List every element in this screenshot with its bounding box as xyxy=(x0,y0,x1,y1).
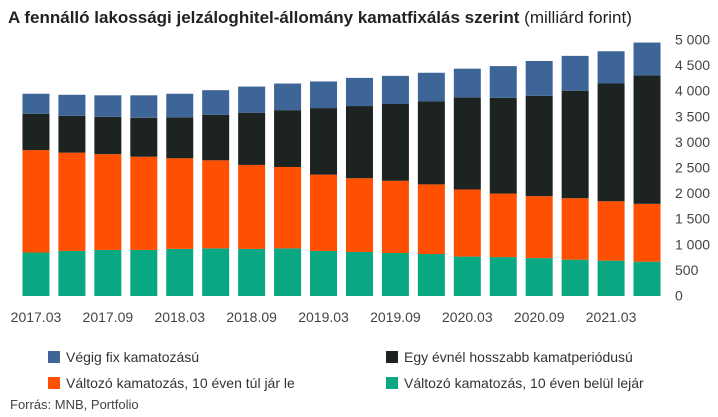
chart-title: A fennálló lakossági jelzáloghitel-állom… xyxy=(8,8,632,28)
x-tick-label: 2020.03 xyxy=(442,309,493,325)
bar-segment-s3-10 xyxy=(381,75,409,104)
bar-segment-s2-15 xyxy=(561,90,589,199)
bar-segment-s0-7 xyxy=(274,248,302,296)
y-tick-label: 4 500 xyxy=(675,57,710,73)
bar-segment-s0-1 xyxy=(58,250,86,296)
bar-segment-s2-10 xyxy=(381,104,409,181)
bar-segment-s2-3 xyxy=(130,117,158,157)
y-tick-label: 0 xyxy=(675,288,683,304)
bar-segment-s3-14 xyxy=(525,60,553,96)
bar-segment-s0-16 xyxy=(597,260,625,296)
x-tick-label: 2017.09 xyxy=(83,309,134,325)
bar-segment-s2-1 xyxy=(58,115,86,153)
bar-segment-s2-0 xyxy=(22,113,50,151)
x-tick-label: 2021.03 xyxy=(586,309,637,325)
bar-segment-s3-15 xyxy=(561,55,589,91)
bar-segment-s0-0 xyxy=(22,252,50,296)
x-tick-label: 2019.03 xyxy=(298,309,349,325)
bar-segment-s0-10 xyxy=(381,252,409,296)
bar-segment-s2-17 xyxy=(633,75,661,204)
bar-segment-s1-17 xyxy=(633,203,661,262)
bar-segment-s1-5 xyxy=(202,160,230,249)
bar-segment-s2-13 xyxy=(489,97,517,194)
bar-segment-s1-4 xyxy=(166,158,194,249)
y-tick-label: 1 000 xyxy=(675,236,710,252)
bar-segment-s3-11 xyxy=(417,72,445,102)
bar-segment-s0-6 xyxy=(238,248,266,296)
bar-segment-s2-2 xyxy=(94,116,122,155)
bar-segment-s0-3 xyxy=(130,249,158,296)
x-tick-label: 2020.09 xyxy=(514,309,565,325)
bar-segment-s3-9 xyxy=(345,77,373,107)
x-tick-label: 2018.03 xyxy=(154,309,205,325)
bar-segment-s3-17 xyxy=(633,42,661,76)
y-tick-label: 1 500 xyxy=(675,211,710,227)
bar-segment-s0-5 xyxy=(202,248,230,296)
source-note: Forrás: MNB, Portfolio xyxy=(10,397,139,412)
bar-segment-s1-6 xyxy=(238,164,266,249)
bar-segment-s3-0 xyxy=(22,93,50,114)
y-tick-label: 500 xyxy=(675,262,699,278)
bar-segment-s2-16 xyxy=(597,83,625,202)
x-tick-label: 2018.09 xyxy=(226,309,277,325)
bar-segment-s0-9 xyxy=(345,251,373,296)
bar-segment-s0-4 xyxy=(166,248,194,296)
bar-segment-s3-12 xyxy=(453,68,481,98)
bar-segment-s3-5 xyxy=(202,90,230,115)
bar-segment-s0-12 xyxy=(453,256,481,296)
bar-segment-s2-4 xyxy=(166,117,194,159)
bar-segment-s2-7 xyxy=(274,110,302,167)
bar-segment-s1-12 xyxy=(453,189,481,257)
bar-segment-s3-8 xyxy=(310,81,338,109)
bar-segment-s1-16 xyxy=(597,201,625,261)
bar-segment-s1-8 xyxy=(310,174,338,251)
bar-segment-s3-2 xyxy=(94,95,122,117)
bar-segment-s0-17 xyxy=(633,261,661,296)
bar-segment-s1-11 xyxy=(417,184,445,255)
bar-segment-s1-0 xyxy=(22,150,50,253)
y-tick-label: 4 000 xyxy=(675,83,710,99)
bar-segment-s1-14 xyxy=(525,196,553,259)
bar-segment-s2-12 xyxy=(453,97,481,190)
bar-segment-s0-11 xyxy=(417,254,445,296)
chart-title-unit: (milliárd forint) xyxy=(524,8,632,27)
bar-segment-s2-14 xyxy=(525,95,553,197)
bar-segment-s0-8 xyxy=(310,250,338,296)
y-tick-label: 3 000 xyxy=(675,134,710,150)
y-tick-label: 5 000 xyxy=(675,32,710,48)
x-tick-label: 2019.09 xyxy=(370,309,421,325)
bar-segment-s2-6 xyxy=(238,112,266,165)
bar-segment-s0-15 xyxy=(561,259,589,296)
y-tick-label: 2 500 xyxy=(675,160,710,176)
bar-segment-s1-1 xyxy=(58,152,86,251)
bar-segment-s0-13 xyxy=(489,257,517,296)
bar-segment-s1-9 xyxy=(345,178,373,252)
bar-segment-s3-16 xyxy=(597,51,625,84)
bar-segment-s2-9 xyxy=(345,106,373,179)
bar-segment-s3-13 xyxy=(489,66,517,98)
bar-segment-s1-3 xyxy=(130,156,158,250)
bar-segment-s0-14 xyxy=(525,258,553,296)
bar-segment-s1-7 xyxy=(274,166,302,249)
bar-segment-s0-2 xyxy=(94,249,122,296)
bar-segment-s3-6 xyxy=(238,86,266,113)
y-tick-label: 2 000 xyxy=(675,185,710,201)
bar-segment-s1-2 xyxy=(94,154,122,250)
x-tick-label: 2017.03 xyxy=(11,309,62,325)
y-tick-label: 3 500 xyxy=(675,108,710,124)
bar-segment-s2-8 xyxy=(310,108,338,175)
bar-segment-s2-11 xyxy=(417,101,445,185)
bar-segment-s3-3 xyxy=(130,95,158,118)
bar-segment-s1-10 xyxy=(381,180,409,253)
bar-segment-s3-7 xyxy=(274,83,302,111)
bar-segment-s2-5 xyxy=(202,114,230,161)
bar-segment-s3-4 xyxy=(166,93,194,118)
bar-segment-s1-15 xyxy=(561,198,589,260)
chart-title-main: A fennálló lakossági jelzáloghitel-állom… xyxy=(8,8,520,27)
bar-segment-s1-13 xyxy=(489,193,517,258)
bar-segment-s3-1 xyxy=(58,94,86,116)
